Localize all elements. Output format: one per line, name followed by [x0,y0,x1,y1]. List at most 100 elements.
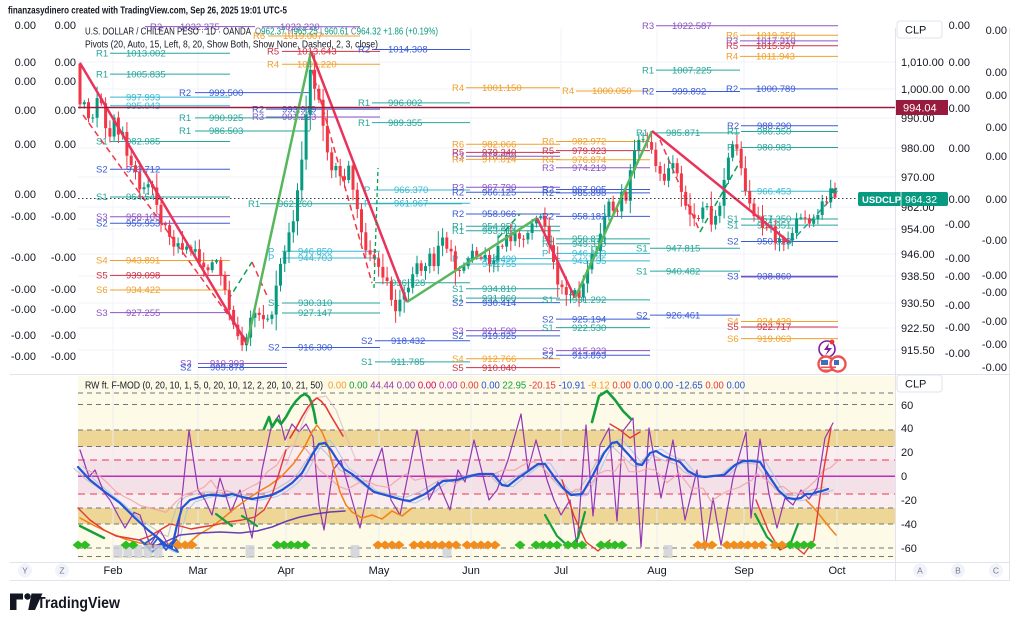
svg-text:0.00: 0.00 [986,122,1007,134]
svg-text:S5: S5 [452,363,464,374]
svg-text:964.32: 964.32 [905,194,937,206]
svg-text:913.893: 913.893 [572,350,606,361]
svg-text:0.00: 0.00 [949,20,970,32]
svg-text:1022.587: 1022.587 [672,21,712,32]
svg-text:R4: R4 [726,52,738,63]
svg-text:A: A [917,566,923,576]
svg-text:0.00: 0.00 [55,76,76,88]
svg-text:S5: S5 [727,322,739,333]
svg-text:921.590: 921.590 [482,326,516,337]
svg-text:R2: R2 [179,88,191,99]
svg-text:-0.00: -0.00 [51,351,76,363]
svg-text:925.194: 925.194 [572,314,606,325]
svg-text:910.040: 910.040 [482,363,516,374]
svg-text:980.00: 980.00 [901,143,935,155]
svg-text:931.860: 931.860 [482,293,516,304]
svg-text:0.00: 0.00 [949,103,970,115]
svg-text:R3: R3 [642,21,654,32]
svg-text:986.350: 986.350 [757,127,791,138]
svg-text:CLP: CLP [905,25,926,37]
svg-text:0.00: 0.00 [949,57,970,69]
svg-text:918.432: 918.432 [391,336,425,347]
svg-text:0.00: 0.00 [15,189,36,201]
svg-text:988.290: 988.290 [757,121,791,132]
svg-text:R6: R6 [253,31,265,42]
svg-text:Aug: Aug [647,565,667,577]
svg-text:927.255: 927.255 [126,308,160,319]
svg-text:946.00: 946.00 [901,249,935,261]
svg-text:974.219: 974.219 [572,163,606,174]
svg-text:R5: R5 [452,148,464,159]
svg-text:S2: S2 [542,350,554,361]
svg-text:R1: R1 [248,199,260,210]
svg-text:995.043: 995.043 [126,101,160,112]
svg-text:0.00: 0.00 [986,90,1007,102]
svg-text:927.147: 927.147 [298,308,332,319]
svg-text:S2: S2 [268,343,280,354]
svg-text:990.00: 990.00 [901,113,935,125]
svg-text:0.00: 0.00 [15,20,36,32]
svg-text:S1: S1 [361,357,373,368]
svg-text:Apr: Apr [277,565,294,577]
svg-text:934.810: 934.810 [482,284,516,295]
svg-text:0.00: 0.00 [986,67,1007,79]
svg-text:USDCLP: USDCLP [862,195,902,206]
svg-text:0.00: 0.00 [986,25,1007,37]
svg-text:940.482: 940.482 [666,266,700,277]
svg-text:922.717: 922.717 [757,322,791,333]
svg-text:TradingView: TradingView [37,595,121,612]
svg-text:909.878: 909.878 [210,363,244,374]
svg-text:930.414: 930.414 [482,298,516,309]
svg-text:P: P [268,247,274,258]
svg-text:S2: S2 [180,363,192,374]
svg-text:Mar: Mar [189,565,208,577]
svg-text:P: P [268,253,274,264]
svg-text:977.014: 977.014 [482,155,516,166]
svg-text:R2: R2 [542,188,554,199]
svg-text:949.310: 949.310 [572,239,606,250]
svg-text:986.503: 986.503 [209,126,243,137]
svg-text:0.00: 0.00 [15,76,36,88]
svg-text:-20: -20 [901,495,917,507]
svg-text:954.950: 954.950 [482,222,516,233]
svg-text:Jul: Jul [554,565,568,577]
svg-text:0.00: 0.00 [55,57,76,69]
svg-text:R1: R1 [727,127,739,138]
svg-text:944.703: 944.703 [298,253,332,264]
svg-text:R1: R1 [179,113,191,124]
svg-text:S2: S2 [727,237,739,248]
svg-text:930.310: 930.310 [298,298,332,309]
svg-text:924.439: 924.439 [757,317,791,328]
svg-text:967.790: 967.790 [482,182,516,193]
svg-text:1,010.00: 1,010.00 [901,57,944,69]
svg-text:979.923: 979.923 [572,146,606,157]
svg-text:976.874: 976.874 [572,155,606,166]
svg-text:S2: S2 [452,331,464,342]
svg-text:982.985: 982.985 [126,137,160,148]
svg-text:S1: S1 [636,266,648,277]
svg-text:-0.00: -0.00 [11,211,36,223]
svg-text:0.00: 0.00 [55,105,76,117]
svg-text:961.967: 961.967 [394,199,428,210]
svg-text:R3: R3 [452,151,464,162]
svg-text:S1: S1 [96,192,108,203]
svg-text:982.972: 982.972 [572,137,606,148]
svg-text:916.300: 916.300 [298,343,332,354]
svg-text:-40: -40 [901,519,917,531]
svg-text:957.350: 957.350 [757,214,791,225]
svg-text:966.370: 966.370 [394,185,428,196]
svg-text:R4: R4 [562,86,574,97]
svg-text:0.00: 0.00 [949,84,970,96]
svg-text:-0.00: -0.00 [51,304,76,316]
svg-text:1013.002: 1013.002 [126,49,166,60]
svg-text:S1: S1 [542,295,554,306]
svg-text:1007.225: 1007.225 [672,65,712,76]
svg-text:0.00: 0.00 [55,20,76,32]
svg-text:0.00: 0.00 [55,189,76,201]
svg-text:955.351: 955.351 [757,220,791,231]
svg-text:S3: S3 [96,212,108,223]
svg-text:1014.308: 1014.308 [388,45,428,56]
svg-text:978.050: 978.050 [482,151,516,162]
svg-text:-60: -60 [901,543,917,555]
svg-text:922.50: 922.50 [901,323,935,335]
